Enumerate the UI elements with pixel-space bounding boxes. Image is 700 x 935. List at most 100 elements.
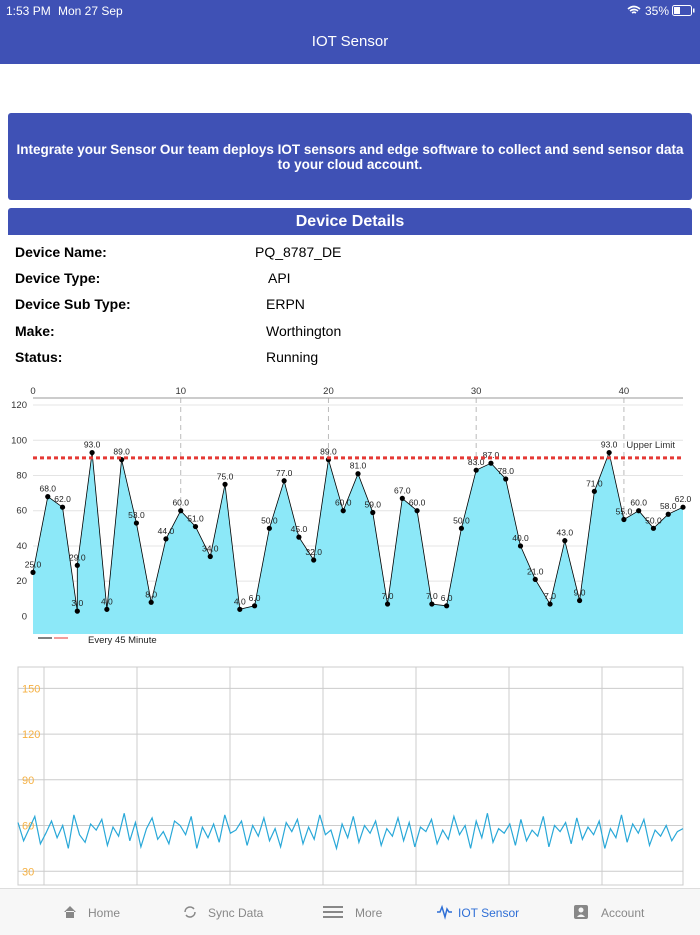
line: [17, 813, 684, 851]
time: 1:53 PM: [6, 4, 51, 18]
detail-label: Device Type:: [15, 270, 101, 287]
legend-label: Every 45 Minute: [88, 635, 157, 646]
point: [311, 557, 317, 563]
data-label: 4.0: [101, 596, 113, 606]
data-label: 93.0: [601, 440, 618, 450]
point: [621, 516, 627, 523]
point: [281, 478, 287, 484]
point: [133, 520, 140, 526]
point: [488, 460, 494, 466]
detail-value: Running: [266, 348, 319, 365]
point: [89, 449, 95, 456]
data-label: 55.0: [616, 507, 633, 517]
data-label: 60.0: [409, 498, 426, 508]
tab-label[interactable]: Account: [601, 906, 645, 920]
point: [473, 467, 479, 473]
point: [576, 597, 583, 604]
icon: [184, 906, 196, 918]
data-label: 6.0: [249, 593, 261, 603]
details-title: Device Details: [295, 213, 405, 230]
point: [650, 525, 657, 531]
point: [429, 601, 435, 607]
point: [503, 476, 509, 482]
data-label: 3.0: [71, 598, 83, 608]
app-bar: IOT Sensor: [0, 28, 700, 64]
tab-label[interactable]: More: [355, 906, 383, 920]
icon: [323, 906, 343, 918]
wifi-icon: [627, 5, 641, 14]
data-label: 68.0: [39, 484, 56, 494]
x-tick-label: 0: [30, 386, 35, 397]
point: [74, 608, 80, 614]
data-label: 60.0: [172, 498, 189, 508]
detail-value: ERPN: [266, 296, 305, 313]
point: [384, 601, 391, 607]
detail-value: PQ_8787_DE: [255, 244, 342, 260]
area: [33, 452, 683, 634]
limit-label: Upper Limit: [626, 440, 675, 451]
data-label: 8.0: [145, 589, 157, 599]
point: [104, 606, 110, 612]
y-tick-label: 100: [11, 435, 27, 446]
y-tick-label: 80: [16, 470, 27, 481]
data-label: 45.0: [291, 524, 308, 534]
data-label: 87.0: [483, 450, 500, 460]
tab-label[interactable]: IOT Sensor: [458, 906, 520, 920]
y-tick-label: 90: [22, 775, 34, 787]
point: [207, 553, 213, 560]
tab-label[interactable]: Home: [88, 906, 121, 920]
data-label: 7.0: [382, 591, 394, 601]
data-label: 21.0: [527, 566, 544, 576]
point: [266, 525, 272, 531]
point: [192, 523, 199, 530]
battery-icon: [672, 5, 695, 16]
y-tick-label: 0: [22, 611, 27, 622]
y-tick-label: 20: [16, 576, 27, 587]
data-label: 67.0: [394, 485, 411, 495]
data-label: 40.0: [512, 533, 529, 543]
icon: [437, 904, 452, 920]
data-label: 51.0: [187, 514, 204, 524]
point: [458, 525, 465, 531]
data-label: 60.0: [630, 498, 647, 508]
x-tick-label: 10: [175, 386, 186, 397]
point: [45, 494, 51, 500]
y-tick-label: 150: [22, 683, 40, 695]
data-label: 62.0: [675, 494, 692, 504]
tab-icon: [436, 904, 458, 923]
app-title: IOT Sensor: [311, 33, 389, 50]
line: [32, 451, 684, 612]
detail-label: Make:: [15, 322, 55, 339]
point: [444, 603, 450, 609]
point: [606, 449, 612, 456]
detail-label: Device Name:: [15, 244, 107, 260]
data-label: 62.0: [54, 494, 71, 504]
data-label: 25.0: [25, 559, 42, 569]
point: [178, 508, 184, 514]
data-label: 6.0: [441, 593, 453, 603]
point: [532, 576, 538, 583]
x-tick-label: 40: [619, 386, 630, 397]
point: [636, 508, 642, 514]
data-label: 78.0: [497, 466, 514, 476]
point: [251, 603, 258, 609]
point: [296, 534, 302, 540]
y-tick-label: 120: [22, 729, 40, 741]
data-label: 75.0: [217, 471, 234, 481]
battery-level: 35%: [645, 4, 670, 18]
point: [399, 495, 405, 501]
x-tick-label: 20: [323, 386, 334, 397]
detail-value: Worthington: [266, 322, 342, 339]
point: [163, 536, 169, 542]
x-tick-label: 30: [471, 386, 482, 397]
tab-label[interactable]: Sync Data: [208, 906, 264, 920]
data-label: 71.0: [586, 478, 603, 488]
data-label: 4.0: [234, 596, 246, 606]
data-label: 9.0: [574, 588, 586, 598]
data-label: 7.0: [426, 591, 438, 601]
data-label: 50.0: [453, 515, 470, 525]
point: [222, 481, 228, 487]
data-label: 77.0: [276, 468, 293, 478]
